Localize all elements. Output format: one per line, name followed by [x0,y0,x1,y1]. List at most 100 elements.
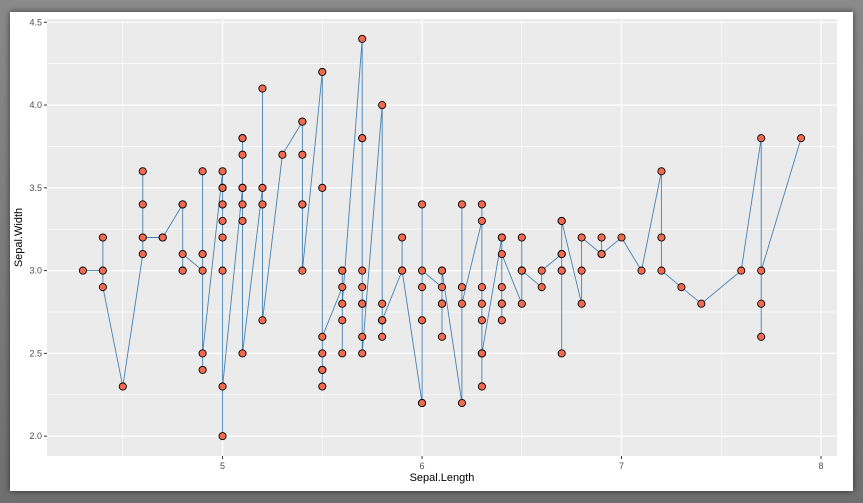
scatter-chart: 5 6 7 8 2.0 2.5 3.0 3.5 4.0 4.5 Sepal.Length Sep… [13,17,837,484]
data-point-103 [477,283,486,292]
data-point-37 [238,200,247,209]
data-point-53 [318,183,327,192]
data-point-73 [358,349,367,358]
data-point-10 [158,233,167,242]
data-point-121 [537,283,546,292]
data-point-61 [338,349,347,358]
data-point-57 [318,349,327,358]
data-point-63 [338,266,347,275]
data-point-149 [757,266,766,275]
data-point-108 [477,349,486,358]
data-point-29 [218,216,227,225]
data-point-58 [318,332,327,341]
data-point-74 [378,101,387,110]
data-point-71 [358,283,367,292]
data-point-130 [557,216,566,225]
data-point-6 [138,167,147,176]
x-axis-title: Sepal.Length [410,472,475,484]
data-point-14 [178,266,187,275]
data-point-62 [338,316,347,325]
data-point-72 [358,299,367,308]
data-point-24 [218,266,227,275]
data-point-150 [797,134,806,143]
data-point-65 [358,34,367,43]
data-point-107 [477,200,486,209]
data-point-41 [258,183,267,192]
data-point-94 [437,332,447,341]
data-point-148 [757,299,766,308]
data-point-51 [298,266,307,275]
data-point-1 [98,266,107,275]
data-point-146 [757,134,766,143]
data-point-87 [418,200,427,209]
x-axis-ticks: 5 6 7 8 [220,456,824,471]
y-axis-ticks: 2.0 2.5 3.0 3.5 4.0 4.5 [29,17,47,441]
data-point-3 [98,283,107,292]
y-axis-title: Sepal.Width [13,208,25,267]
data-point-42 [258,200,267,209]
data-point-82 [398,233,407,242]
y-tick-label-4: 4.0 [29,100,42,110]
data-point-132 [577,266,586,275]
data-point-56 [318,365,327,374]
data-points [78,34,806,441]
data-point-7 [138,200,147,209]
x-tick-label-0: 5 [220,461,225,471]
data-point-128 [557,266,566,275]
x-tick-label-1: 6 [420,461,425,471]
data-point-120 [517,266,526,275]
data-point-21 [198,349,207,358]
data-point-141 [657,233,666,242]
data-point-139 [637,266,646,275]
data-point-50 [298,200,307,209]
plot-background [47,19,837,456]
y-tick-label-5: 4.5 [29,17,42,27]
data-point-145 [737,266,746,275]
data-point-86 [418,316,427,325]
data-point-28 [218,183,227,192]
data-point-102 [477,382,486,391]
data-point-112 [497,233,506,242]
data-point-99 [457,299,466,308]
data-point-97 [457,283,466,292]
x-tick-label-2: 7 [619,461,624,471]
data-point-110 [497,283,506,292]
data-point-95 [437,266,447,275]
y-tick-label-0: 2.0 [29,431,42,441]
data-point-105 [477,316,486,325]
data-point-135 [597,233,606,242]
data-point-147 [757,332,766,341]
data-point-25 [218,200,227,209]
data-point-143 [677,283,686,292]
data-point-22 [218,167,227,176]
data-point-129 [557,250,566,259]
data-point-39 [238,134,247,143]
data-point-4 [118,382,127,391]
data-point-69 [358,332,367,341]
data-point-111 [497,316,506,325]
data-point-79 [378,299,387,308]
data-point-36 [238,216,247,225]
data-point-59 [338,283,347,292]
data-point-45 [278,150,287,159]
data-point-26 [218,233,227,242]
data-point-48 [298,117,307,126]
data-point-16 [198,266,207,275]
data-point-47 [298,150,307,159]
data-point-77 [378,332,387,341]
data-point-83 [398,266,407,275]
data-point-19 [198,167,207,176]
data-point-106 [477,299,486,308]
data-point-137 [597,250,606,259]
data-point-0 [78,266,87,275]
data-point-13 [178,200,187,209]
data-point-80 [378,316,387,325]
data-point-118 [517,233,526,242]
data-point-64 [338,299,347,308]
data-point-90 [437,283,447,292]
data-point-15 [178,250,187,259]
data-point-33 [238,183,247,192]
data-point-115 [497,250,506,259]
data-point-35 [238,150,247,159]
